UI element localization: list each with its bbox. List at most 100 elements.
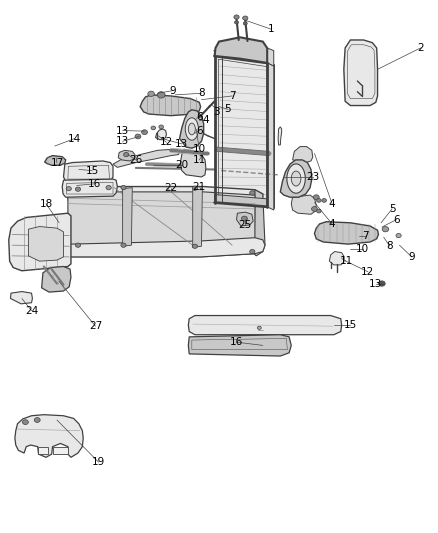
Text: 25: 25 (239, 220, 252, 230)
Text: 22: 22 (164, 183, 177, 192)
Polygon shape (193, 189, 202, 247)
Polygon shape (68, 187, 263, 209)
Polygon shape (180, 110, 204, 148)
Polygon shape (113, 149, 180, 167)
Text: 26: 26 (129, 155, 142, 165)
Ellipse shape (148, 91, 154, 96)
Ellipse shape (192, 186, 198, 190)
Ellipse shape (382, 227, 389, 232)
Text: 13: 13 (116, 136, 129, 146)
Polygon shape (254, 190, 265, 256)
Polygon shape (68, 238, 265, 257)
Polygon shape (188, 335, 291, 356)
Ellipse shape (34, 418, 40, 422)
Ellipse shape (241, 216, 247, 221)
Text: 6: 6 (196, 126, 203, 135)
Ellipse shape (106, 185, 111, 190)
Text: 10: 10 (356, 245, 369, 254)
Polygon shape (38, 447, 48, 454)
Ellipse shape (378, 281, 385, 286)
Text: 13: 13 (369, 279, 382, 288)
Text: 3: 3 (213, 107, 220, 117)
Polygon shape (314, 222, 378, 244)
Polygon shape (53, 447, 68, 454)
Polygon shape (9, 213, 71, 271)
Polygon shape (155, 129, 166, 140)
Ellipse shape (121, 185, 126, 190)
Polygon shape (15, 415, 83, 457)
Text: 12: 12 (160, 138, 173, 147)
Ellipse shape (135, 134, 141, 139)
Text: 10: 10 (193, 144, 206, 154)
Text: 4: 4 (202, 115, 209, 125)
Polygon shape (140, 95, 201, 116)
Text: 6: 6 (196, 112, 203, 122)
Ellipse shape (311, 207, 318, 212)
Ellipse shape (291, 171, 301, 186)
Polygon shape (291, 195, 316, 214)
Text: 9: 9 (408, 252, 415, 262)
Ellipse shape (235, 21, 238, 24)
Polygon shape (11, 292, 32, 304)
Ellipse shape (396, 233, 401, 238)
Polygon shape (215, 37, 267, 63)
Polygon shape (68, 192, 255, 257)
Text: 7: 7 (362, 231, 369, 240)
Polygon shape (344, 40, 378, 106)
Ellipse shape (188, 123, 195, 135)
Polygon shape (62, 179, 117, 197)
Polygon shape (188, 316, 342, 335)
Polygon shape (237, 212, 253, 226)
Ellipse shape (257, 326, 261, 329)
Ellipse shape (250, 249, 255, 254)
Text: 5: 5 (389, 204, 396, 214)
Ellipse shape (322, 199, 326, 203)
Polygon shape (28, 227, 64, 261)
Ellipse shape (317, 199, 321, 203)
Text: 6: 6 (393, 215, 400, 224)
Text: 17: 17 (50, 158, 64, 167)
Ellipse shape (121, 243, 126, 247)
Polygon shape (293, 147, 313, 163)
Polygon shape (118, 150, 135, 161)
Text: 18: 18 (39, 199, 53, 208)
Text: 21: 21 (193, 182, 206, 191)
Text: 11: 11 (339, 256, 353, 266)
Text: 2: 2 (417, 43, 424, 53)
Ellipse shape (317, 209, 321, 213)
Polygon shape (267, 63, 274, 210)
Text: 15: 15 (344, 320, 357, 330)
Ellipse shape (287, 164, 305, 193)
Text: 11: 11 (193, 155, 206, 165)
Ellipse shape (157, 92, 165, 98)
Polygon shape (45, 156, 66, 165)
Polygon shape (329, 252, 344, 265)
Ellipse shape (244, 22, 247, 25)
Text: 8: 8 (386, 241, 393, 251)
Text: 13: 13 (116, 126, 129, 135)
Ellipse shape (75, 187, 81, 191)
Text: 12: 12 (361, 267, 374, 277)
Ellipse shape (66, 187, 71, 191)
Ellipse shape (141, 130, 148, 135)
Polygon shape (215, 56, 267, 207)
Text: 16: 16 (230, 337, 243, 347)
Polygon shape (215, 195, 267, 207)
Ellipse shape (250, 191, 255, 195)
Text: 20: 20 (175, 160, 188, 170)
Polygon shape (280, 160, 312, 197)
Ellipse shape (22, 420, 28, 424)
Polygon shape (180, 149, 206, 177)
Text: 4: 4 (328, 199, 336, 208)
Text: 23: 23 (307, 172, 320, 182)
Ellipse shape (75, 243, 81, 247)
Ellipse shape (124, 152, 129, 157)
Polygon shape (64, 161, 113, 182)
Polygon shape (267, 48, 274, 66)
Ellipse shape (185, 118, 198, 140)
Ellipse shape (159, 125, 163, 128)
Polygon shape (123, 188, 132, 246)
Text: 15: 15 (85, 166, 99, 175)
Text: 14: 14 (68, 134, 81, 143)
Ellipse shape (234, 15, 239, 19)
